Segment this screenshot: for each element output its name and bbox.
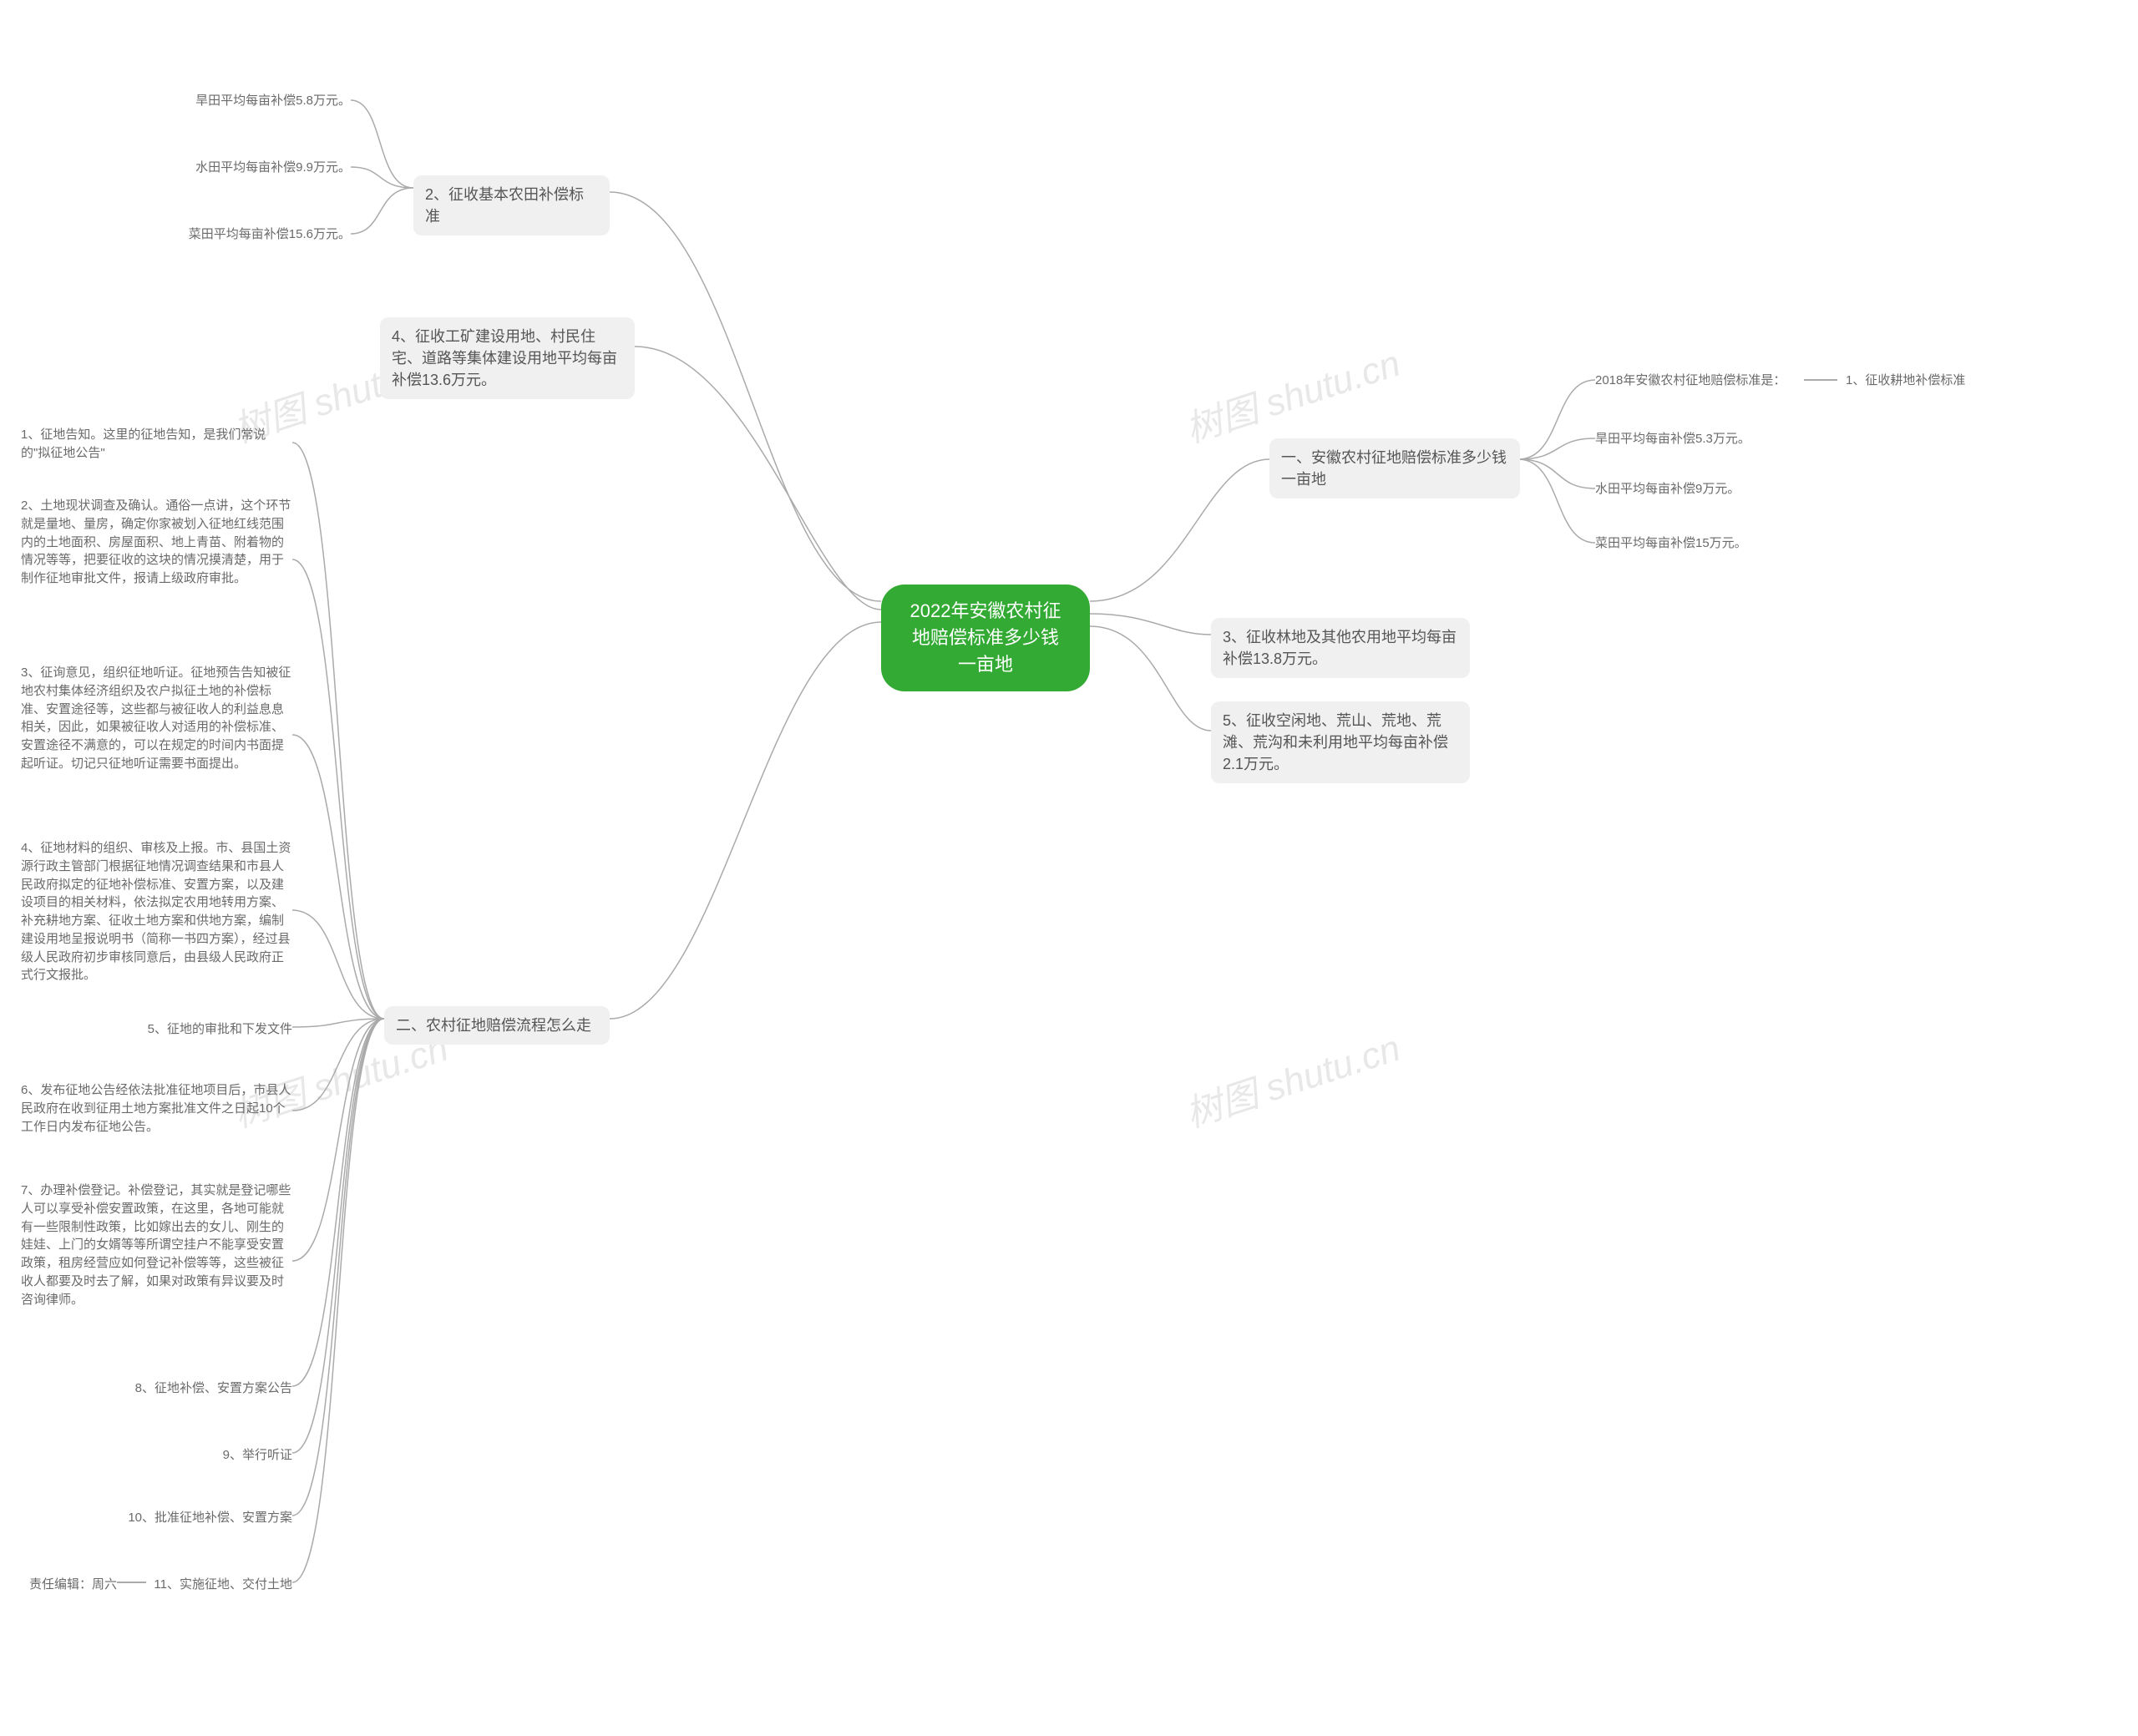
section1-leaf1: 1、征收耕地补偿标准 (1846, 372, 2029, 390)
section2-leaf2: 水田平均每亩补偿9.9万元。 (192, 159, 351, 177)
section4-title: 4、征收工矿建设用地、村民住宅、道路等集体建设用地平均每亩补偿13.6万元。 (380, 317, 635, 399)
flow-step8: 8、征地补偿、安置方案公告 (121, 1379, 292, 1398)
flow-step4: 4、征地材料的组织、审核及上报。市、县国土资源行政主管部门根据征地情况调查结果和… (21, 839, 292, 984)
flow-step7: 7、办理补偿登记。补偿登记，其实就是登记哪些人可以享受补偿安置政策，在这里，各地… (21, 1182, 292, 1308)
flow-step1: 1、征地告知。这里的征地告知，是我们常说的"拟征地公告" (21, 426, 292, 463)
section1-leaf0: 2018年安徽农村征地赔偿标准是： (1595, 372, 1804, 390)
flow-step6: 6、发布征地公告经依法批准征地项目后，市县人民政府在收到征用土地方案批准文件之日… (21, 1081, 292, 1136)
flow-step9: 9、举行听证 (209, 1446, 292, 1465)
section2-title: 2、征收基本农田补偿标准 (413, 175, 610, 235)
flow-step11-note: 责任编辑：周六 (17, 1576, 117, 1594)
section2-leaf1: 旱田平均每亩补偿5.8万元。 (192, 92, 351, 110)
section5-title: 5、征收空闲地、荒山、荒地、荒滩、荒沟和未利用地平均每亩补偿2.1万元。 (1211, 701, 1470, 783)
flow-title: 二、农村征地赔偿流程怎么走 (384, 1006, 610, 1045)
center-node: 2022年安徽农村征地赔偿标准多少钱一亩地 (881, 585, 1090, 691)
section1-leaf4: 菜田平均每亩补偿15万元。 (1595, 534, 1804, 553)
flow-step2: 2、土地现状调查及确认。通俗一点讲，这个环节就是量地、量房，确定你家被划入征地红… (21, 497, 292, 588)
section1-leaf2: 旱田平均每亩补偿5.3万元。 (1595, 430, 1804, 448)
watermark: 树图 shutu.cn (1178, 333, 1406, 453)
flow-step10: 10、批准征地补偿、安置方案 (121, 1509, 292, 1527)
flow-step3: 3、征询意见，组织征地听证。征地预告告知被征地农村集体经济组织及农户拟征土地的补… (21, 664, 292, 773)
watermark: 树图 shutu.cn (1178, 1018, 1406, 1137)
section1-title: 一、安徽农村征地赔偿标准多少钱一亩地 (1269, 438, 1520, 499)
connector-layer (0, 0, 2138, 1736)
section1-leaf3: 水田平均每亩补偿9万元。 (1595, 480, 1804, 499)
section3-title: 3、征收林地及其他农用地平均每亩补偿13.8万元。 (1211, 618, 1470, 678)
flow-step5: 5、征地的审批和下发文件 (138, 1020, 292, 1039)
section2-leaf3: 菜田平均每亩补偿15.6万元。 (188, 225, 351, 244)
flow-step11: 11、实施征地、交付土地 (146, 1576, 292, 1594)
